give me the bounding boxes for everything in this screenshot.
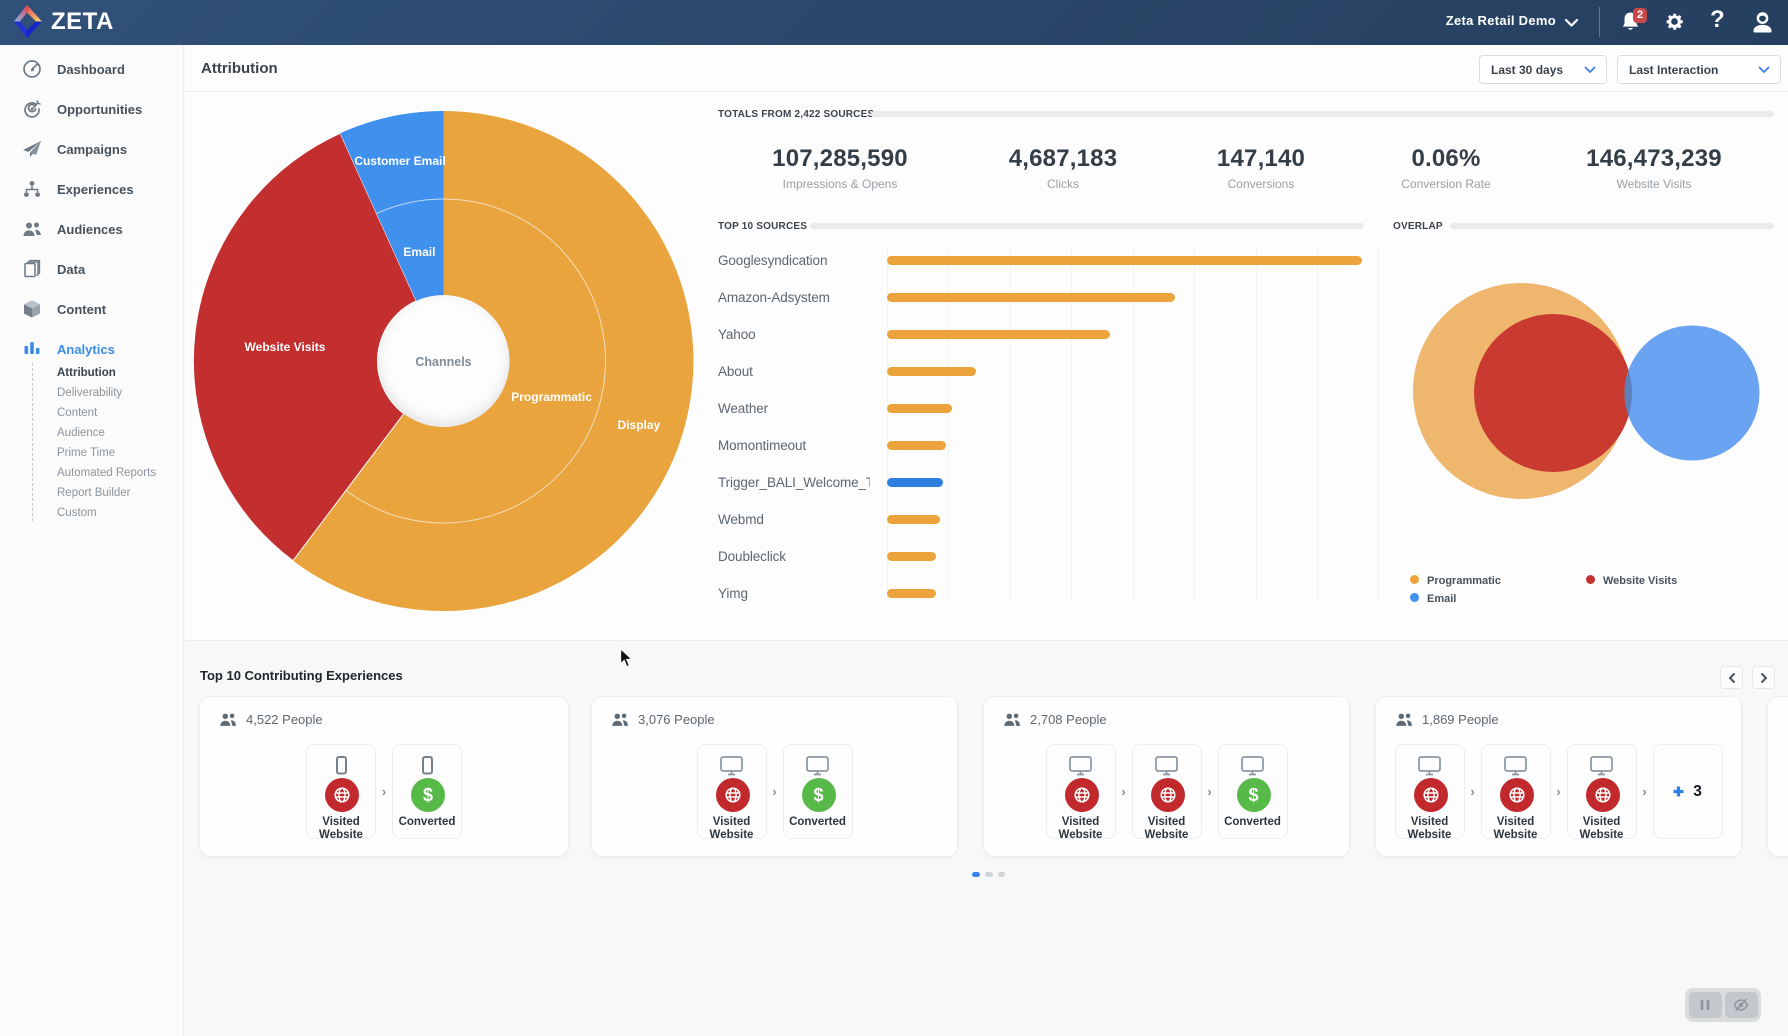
svg-text:Display: Display xyxy=(618,418,661,432)
svg-text:Website Visits: Website Visits xyxy=(245,340,326,354)
svg-text:Channels: Channels xyxy=(415,355,471,369)
svg-text:Customer Email: Customer Email xyxy=(354,154,445,168)
svg-text:Programmatic: Programmatic xyxy=(511,390,592,404)
svg-text:Email: Email xyxy=(403,245,435,259)
